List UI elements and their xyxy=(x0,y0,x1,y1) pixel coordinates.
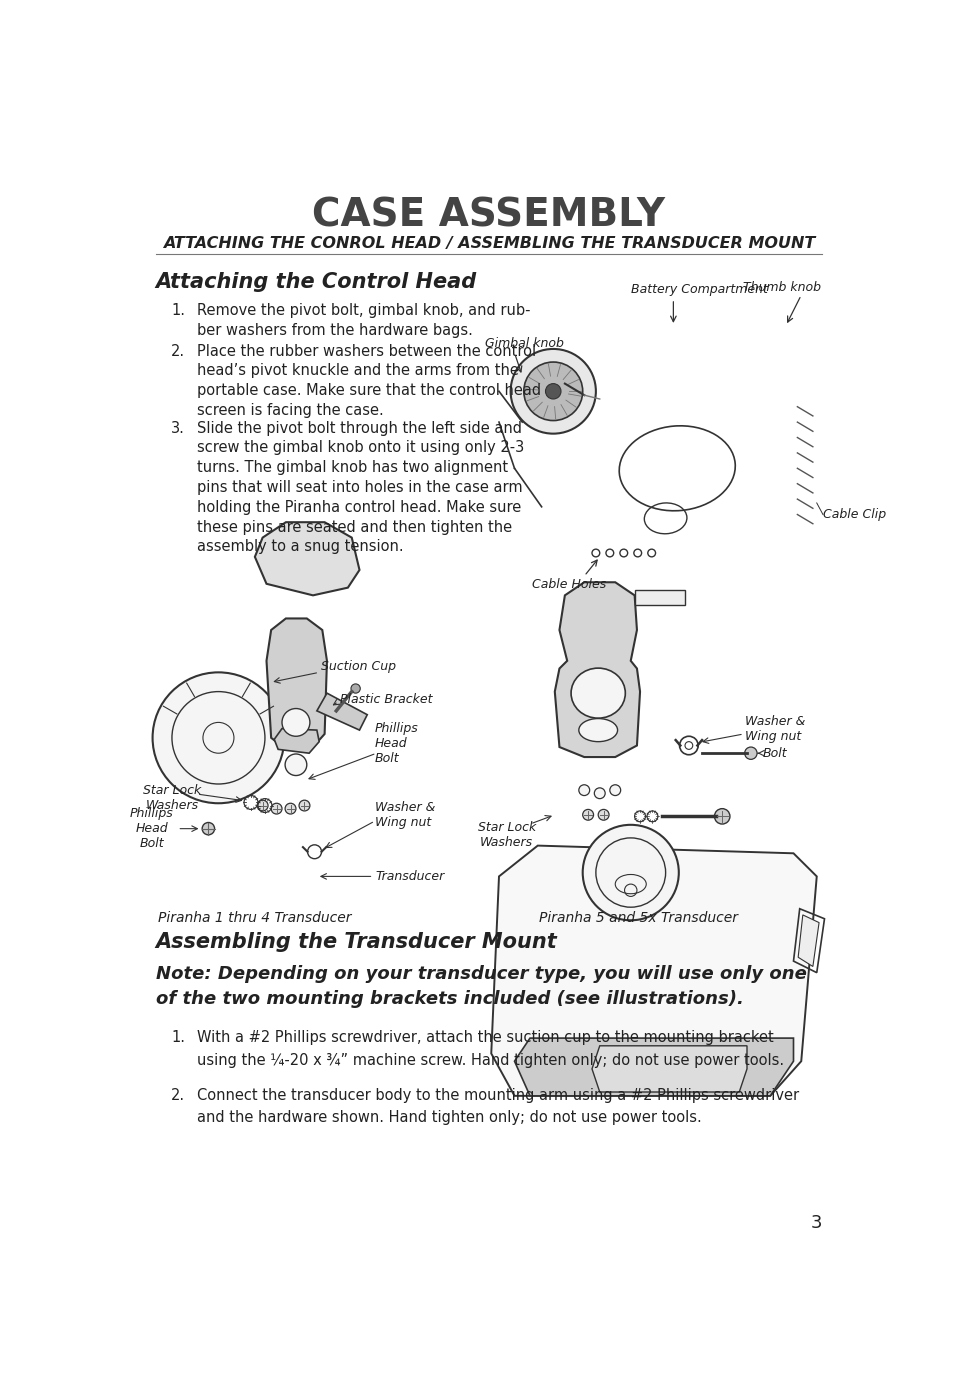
Circle shape xyxy=(578,785,589,795)
Circle shape xyxy=(285,804,295,813)
Polygon shape xyxy=(266,619,327,749)
Text: 1.: 1. xyxy=(171,1030,185,1046)
Text: Gimbal knob: Gimbal knob xyxy=(484,337,563,350)
Polygon shape xyxy=(254,522,359,595)
Text: Suction Cup: Suction Cup xyxy=(320,661,395,673)
Text: Attaching the Control Head: Attaching the Control Head xyxy=(155,272,476,293)
Polygon shape xyxy=(634,589,684,605)
Text: 2.: 2. xyxy=(171,1088,185,1103)
Text: Cable Clip: Cable Clip xyxy=(822,508,885,521)
Circle shape xyxy=(202,823,214,834)
Polygon shape xyxy=(316,693,367,731)
Circle shape xyxy=(152,672,284,804)
Text: Piranha 5 and 5x Transducer: Piranha 5 and 5x Transducer xyxy=(538,911,738,925)
Text: Cable Holes: Cable Holes xyxy=(531,578,605,591)
Text: CASE ASSEMBLY: CASE ASSEMBLY xyxy=(312,197,665,235)
Text: Remove the pivot bolt, gimbal knob, and rub-
ber washers from the hardware bags.: Remove the pivot bolt, gimbal knob, and … xyxy=(196,302,530,337)
Circle shape xyxy=(545,384,560,399)
Text: Battery Compartment: Battery Compartment xyxy=(630,283,767,297)
Text: Assembling the Transducer Mount: Assembling the Transducer Mount xyxy=(155,932,557,952)
Text: Washer &
Wing nut: Washer & Wing nut xyxy=(375,801,435,829)
Polygon shape xyxy=(514,1039,793,1096)
Text: Transducer: Transducer xyxy=(375,869,444,883)
Ellipse shape xyxy=(571,668,624,718)
Circle shape xyxy=(285,755,307,776)
Text: 3: 3 xyxy=(810,1214,821,1232)
Text: Slide the pivot bolt through the left side and
screw the gimbal knob onto it usi: Slide the pivot bolt through the left si… xyxy=(196,420,523,554)
Text: 3.: 3. xyxy=(171,420,185,435)
Polygon shape xyxy=(592,1046,746,1092)
Text: Washer &
Wing nut: Washer & Wing nut xyxy=(744,714,805,742)
Text: Star Lock
Washers: Star Lock Washers xyxy=(477,820,536,848)
Polygon shape xyxy=(491,846,816,1096)
Text: With a #2 Phillips screwdriver, attach the suction cup to the mounting bracket
u: With a #2 Phillips screwdriver, attach t… xyxy=(196,1030,783,1068)
Circle shape xyxy=(744,748,757,759)
Text: 2.: 2. xyxy=(171,343,185,358)
Text: 1.: 1. xyxy=(171,302,185,318)
Circle shape xyxy=(609,785,620,795)
Polygon shape xyxy=(555,582,639,757)
Circle shape xyxy=(598,809,608,820)
Circle shape xyxy=(582,809,593,820)
Circle shape xyxy=(257,801,268,811)
Text: Phillips
Head
Bolt: Phillips Head Bolt xyxy=(130,808,173,850)
Text: Phillips
Head
Bolt: Phillips Head Bolt xyxy=(375,722,418,766)
Text: Bolt: Bolt xyxy=(761,746,786,760)
Text: Piranha 1 thru 4 Transducer: Piranha 1 thru 4 Transducer xyxy=(158,911,352,925)
Ellipse shape xyxy=(578,718,617,742)
Text: Thumb knob: Thumb knob xyxy=(742,281,821,294)
Polygon shape xyxy=(798,916,819,966)
Text: Star Lock
Washers: Star Lock Washers xyxy=(143,784,201,812)
Circle shape xyxy=(298,801,310,811)
Circle shape xyxy=(510,349,596,434)
Text: Connect the transducer body to the mounting arm using a #2 Phillips screwdriver
: Connect the transducer body to the mount… xyxy=(196,1088,798,1126)
Text: ATTACHING THE CONROL HEAD / ASSEMBLING THE TRANSDUCER MOUNT: ATTACHING THE CONROL HEAD / ASSEMBLING T… xyxy=(163,237,814,251)
Circle shape xyxy=(351,683,360,693)
Circle shape xyxy=(582,825,679,920)
Text: Note: Depending on your transducer type, you will use only one
of the two mounti: Note: Depending on your transducer type,… xyxy=(155,965,805,1008)
Circle shape xyxy=(271,804,282,813)
Circle shape xyxy=(523,363,582,420)
Polygon shape xyxy=(274,728,319,753)
Text: Plastic Bracket: Plastic Bracket xyxy=(340,693,432,706)
Circle shape xyxy=(594,788,604,798)
Text: Place the rubber washers between the control
head’s pivot knuckle and the arms f: Place the rubber washers between the con… xyxy=(196,343,540,419)
Circle shape xyxy=(714,809,729,825)
Circle shape xyxy=(282,708,310,736)
